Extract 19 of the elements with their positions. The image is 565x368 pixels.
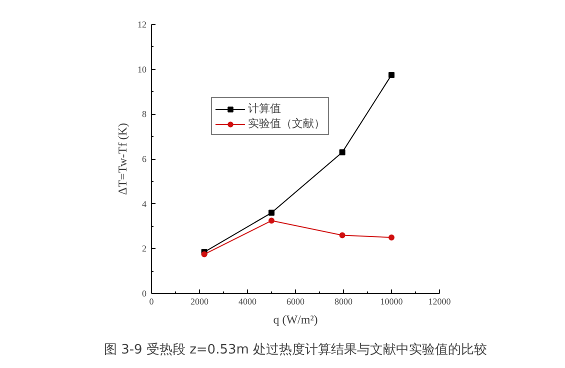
x-tick-label: 6000 <box>286 296 305 306</box>
y-tick-label: 8 <box>142 109 147 120</box>
y-tick-label: 2 <box>142 244 146 254</box>
x-tick-label: 0 <box>149 296 154 306</box>
y-tick-label: 6 <box>142 154 147 164</box>
y-tick-label: 12 <box>138 20 146 30</box>
x-tick-label: 12000 <box>428 296 452 306</box>
y-tick-label: 0 <box>142 288 147 298</box>
y-tick-label: 4 <box>142 198 147 209</box>
x-tick-label: 2000 <box>190 296 209 306</box>
legend-label: 实验值（文献） <box>248 116 325 131</box>
y-tick-label: 10 <box>138 64 147 74</box>
x-tick-label: 4000 <box>238 296 257 306</box>
caption: 图 3-9 受热段 z=0.53m 处过热度计算结果与文献中实验值的比较 <box>104 342 488 358</box>
x-tick-label: 10000 <box>380 296 404 306</box>
x-axis-title: q (W/m²) <box>273 312 318 326</box>
legend-label: 计算值 <box>248 101 281 116</box>
y-axis-title: ΔT=Tw-Tf (K) <box>116 123 130 195</box>
x-tick-label: 8000 <box>334 296 353 306</box>
